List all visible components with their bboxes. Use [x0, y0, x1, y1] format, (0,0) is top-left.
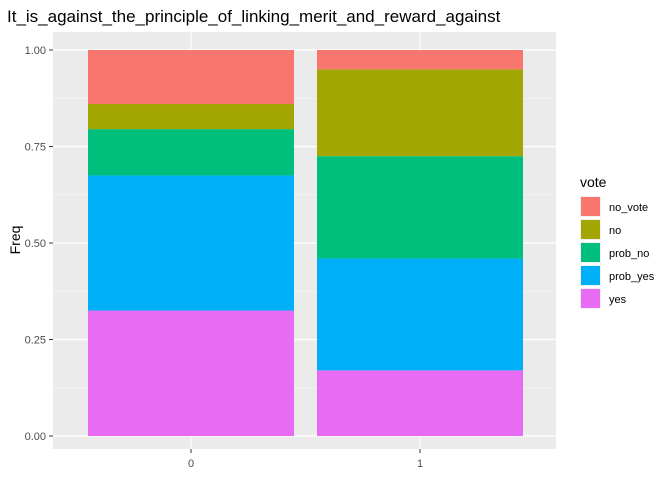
- legend-label-prob_yes: prob_yes: [609, 271, 655, 283]
- bar-segment-prob_yes-1: [317, 258, 523, 371]
- y-tick-label: 0.00: [25, 431, 46, 443]
- y-tick-label: 0.25: [25, 335, 46, 347]
- legend-swatch-no_vote: [581, 197, 600, 216]
- y-axis-title: Freq: [7, 226, 23, 255]
- legend-swatch-prob_yes: [581, 266, 600, 285]
- y-axis: 0.00 0.25 0.50 0.75 1.00: [25, 45, 53, 443]
- bar-segment-no-1: [317, 69, 523, 157]
- bar-segment-prob_no-0: [88, 129, 294, 176]
- bar-segment-no-0: [88, 104, 294, 130]
- x-tick-label: 0: [188, 458, 194, 470]
- bar-segment-prob_yes-0: [88, 175, 294, 311]
- legend-label-no: no: [609, 225, 621, 237]
- legend-swatch-yes: [581, 289, 600, 308]
- y-tick-label: 0.50: [25, 238, 46, 250]
- bar-segment-no_vote-1: [317, 50, 523, 70]
- y-tick-label: 1.00: [25, 45, 46, 57]
- legend-label-no_vote: no_vote: [609, 202, 648, 214]
- legend-title: vote: [580, 174, 607, 190]
- legend-swatch-prob_no: [581, 243, 600, 262]
- x-tick-label: 1: [417, 458, 423, 470]
- bar-segment-yes-0: [88, 310, 294, 436]
- bar-stack-group: [88, 50, 523, 436]
- bar-segment-no_vote-0: [88, 50, 294, 105]
- bar-segment-prob_no-1: [317, 156, 523, 259]
- legend-label-yes: yes: [609, 294, 627, 306]
- bar-segment-yes-1: [317, 370, 523, 436]
- legend-label-prob_no: prob_no: [609, 248, 649, 260]
- chart-title: It_is_against_the_principle_of_linking_m…: [7, 7, 501, 26]
- y-tick-label: 0.75: [25, 142, 46, 154]
- legend-swatch-no: [581, 220, 600, 239]
